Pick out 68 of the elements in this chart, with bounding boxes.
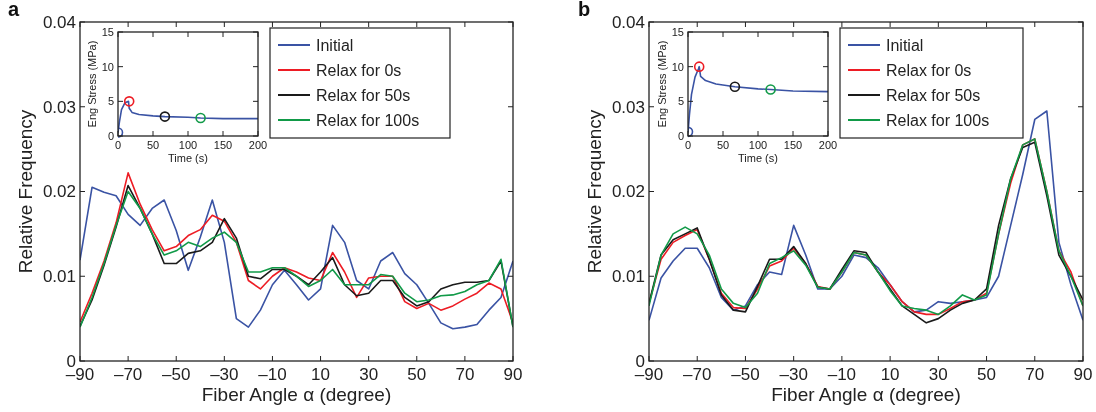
x-tick-label: 200 <box>248 139 268 151</box>
point <box>159 111 171 122</box>
y-tick-label: 0.03 <box>611 97 645 117</box>
x-tick-label: –50 <box>162 365 191 384</box>
point <box>765 84 776 95</box>
point <box>693 61 705 72</box>
y-tick-label: 15 <box>671 25 684 38</box>
x-tick-label: 10 <box>880 365 900 384</box>
x-tick-label: 150 <box>213 139 233 151</box>
chart-title: b <box>578 0 591 20</box>
x-axis-title: Time (s) <box>168 152 208 164</box>
x-tick-label: 70 <box>1025 365 1045 384</box>
x-tick-label: 100 <box>748 139 768 151</box>
x-axis-title: Fiber Angle α (degree) <box>201 384 392 405</box>
y-tick-label: 0.04 <box>42 12 76 32</box>
y-axis-title: Relative Frequency <box>584 109 605 274</box>
legend-label: Initial <box>316 36 354 54</box>
legend-label: Initial <box>886 36 924 54</box>
legend-label: Relax for 0s <box>316 61 402 79</box>
y-tick-label: 10 <box>671 60 684 73</box>
y-tick-label: 0.04 <box>611 12 645 32</box>
x-tick-label: 150 <box>783 139 803 151</box>
x-tick-label: –10 <box>827 365 857 384</box>
y-tick-label: 0 <box>677 129 684 142</box>
x-tick-label: 90 <box>503 365 523 384</box>
y-tick-label: 0 <box>66 351 76 371</box>
y-tick-label: 5 <box>677 95 684 108</box>
x-tick-label: 90 <box>1073 365 1093 384</box>
legend-label: Relax for 100s <box>886 111 990 129</box>
x-tick-label: –10 <box>258 365 287 384</box>
x-tick-label: 30 <box>928 365 948 384</box>
x-tick-label: –50 <box>731 365 760 384</box>
y-tick-label: 5 <box>107 95 114 108</box>
x-tick-label: 200 <box>818 139 838 151</box>
x-tick-label: 50 <box>716 139 730 151</box>
y-axis-title: Eng Stress (MPa) <box>656 40 668 128</box>
point <box>729 81 741 93</box>
x-tick-label: 50 <box>146 139 160 151</box>
x-tick-label: –70 <box>683 365 712 384</box>
chart-title: a <box>8 0 20 20</box>
x-tick-label: 30 <box>359 365 379 384</box>
y-tick-label: 10 <box>101 60 114 73</box>
y-tick-label: 0 <box>107 129 114 142</box>
x-tick-label: –30 <box>210 365 239 384</box>
x-tick-label: 10 <box>311 365 331 384</box>
x-tick-label: 50 <box>407 365 427 384</box>
y-axis-title: Relative Frequency <box>15 109 36 274</box>
legend-label: Relax for 50s <box>886 86 981 104</box>
x-tick-label: 70 <box>455 365 475 384</box>
legend-label: Relax for 50s <box>316 86 411 104</box>
point <box>123 96 135 107</box>
y-tick-label: 0.01 <box>42 267 76 287</box>
x-tick-label: 50 <box>977 365 997 384</box>
y-axis-title: Eng Stress (MPa) <box>86 40 98 128</box>
legend-label: Relax for 0s <box>886 61 972 79</box>
y-tick-label: 0.01 <box>611 267 645 287</box>
y-tick-label: 0 <box>635 351 645 371</box>
y-tick-label: 0.02 <box>611 182 645 202</box>
y-tick-label: 15 <box>101 25 114 38</box>
x-tick-label: –70 <box>113 365 143 384</box>
point <box>195 112 206 124</box>
x-tick-label: 100 <box>178 139 198 151</box>
y-tick-label: 0.03 <box>42 97 76 117</box>
x-axis-title: Fiber Angle α (degree) <box>771 384 961 405</box>
y-tick-label: 0.02 <box>42 182 76 202</box>
x-axis-title: Time (s) <box>738 152 778 164</box>
x-tick-label: –30 <box>779 365 808 384</box>
legend-label: Relax for 100s <box>316 111 420 129</box>
